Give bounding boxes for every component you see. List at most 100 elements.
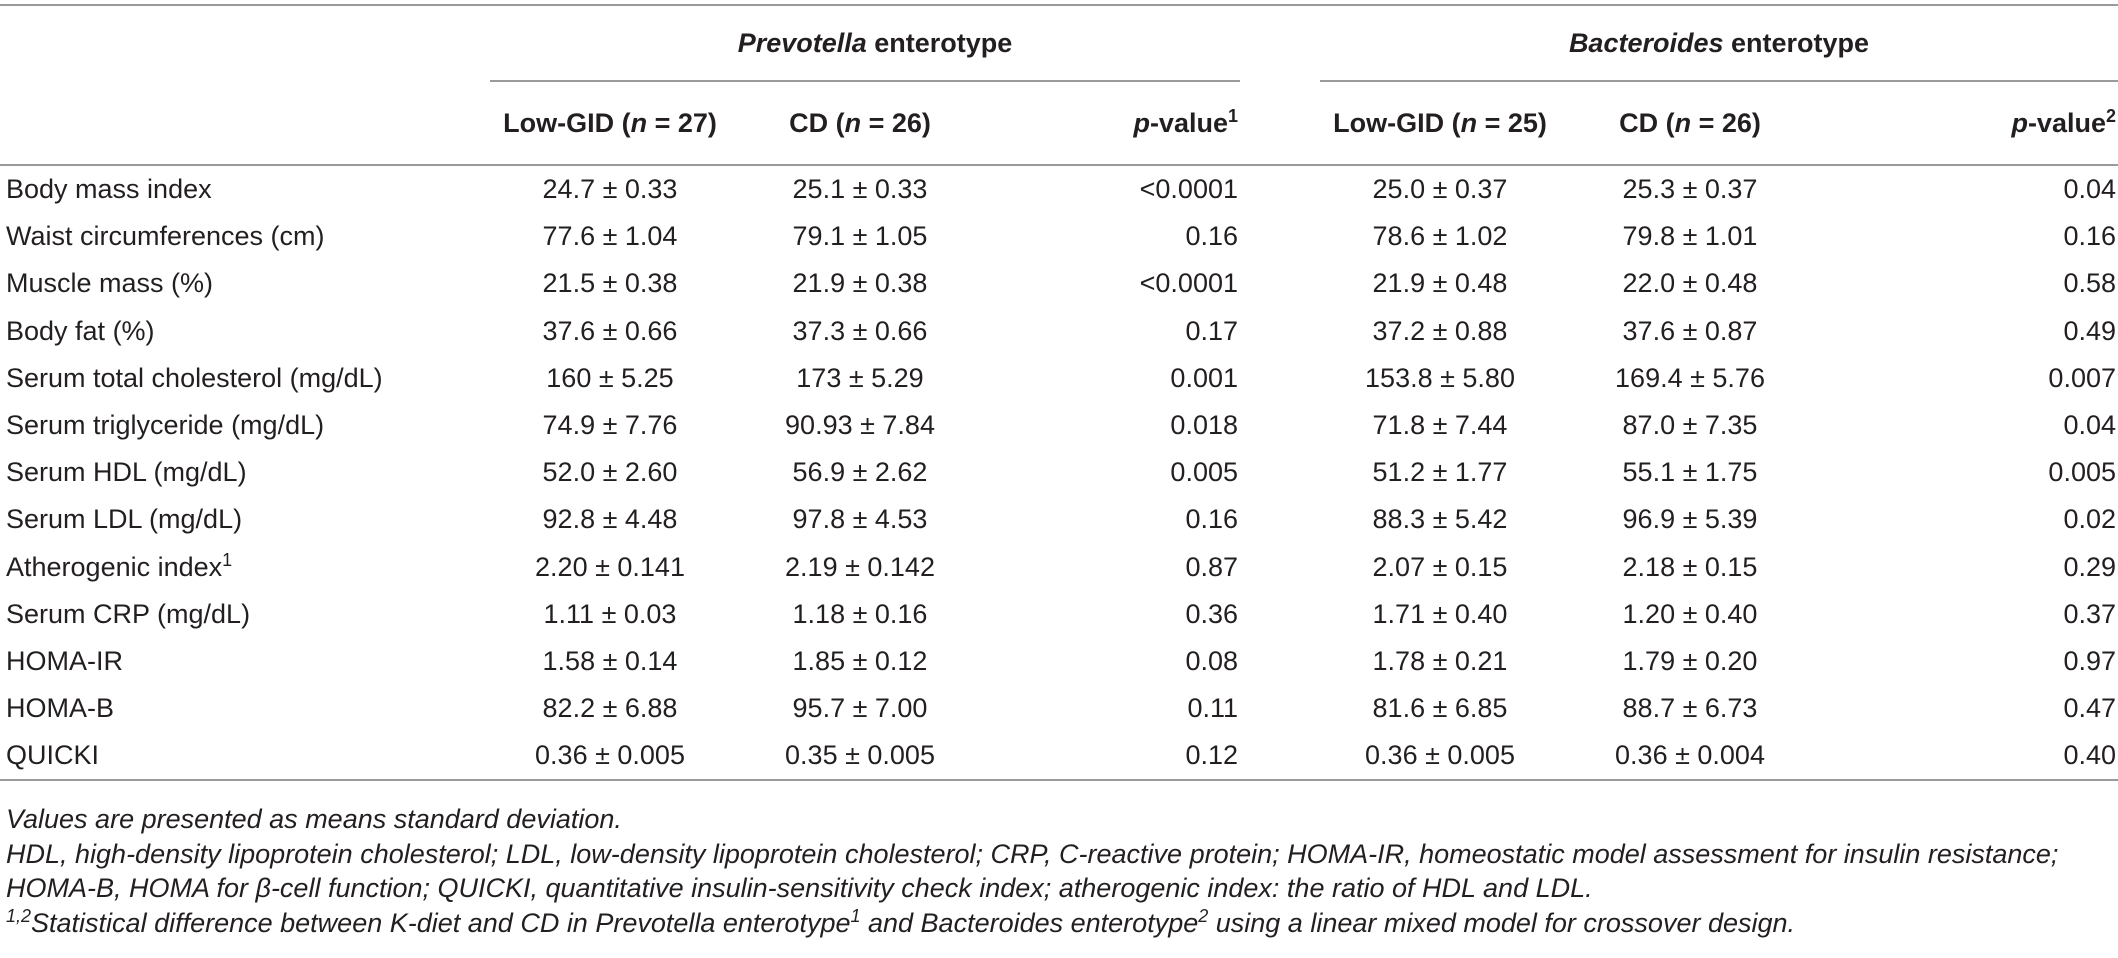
cell-bac-p: 0.49 bbox=[2063, 315, 2116, 346]
col-header-prev-cd: CD (n = 26) bbox=[730, 81, 990, 166]
cell-bac-p: 0.005 bbox=[2048, 457, 2116, 488]
cell-bac-p: 0.04 bbox=[2063, 174, 2116, 205]
cell-bac-p: 0.04 bbox=[2063, 410, 2116, 441]
row-label: HOMA-B bbox=[6, 693, 114, 724]
cell-bac-low: 37.2 ± 0.88 bbox=[1372, 315, 1508, 346]
cell-prev-cd: 79.1 ± 1.05 bbox=[792, 221, 928, 252]
row-label: Waist circumferences (cm) bbox=[6, 221, 325, 252]
cell-bac-cd: 88.7 ± 6.73 bbox=[1622, 693, 1758, 724]
cell-bac-low: 1.71 ± 0.40 bbox=[1372, 598, 1508, 629]
cell-prev-cd: 21.9 ± 0.38 bbox=[792, 268, 928, 299]
table-row: HOMA-B 82.2 ± 6.88 95.7 ± 7.00 0.11 81.6 ± 6… bbox=[0, 685, 2118, 732]
cell-prev-low: 52.0 ± 2.60 bbox=[542, 457, 678, 488]
cell-prev-p: 0.018 bbox=[1170, 410, 1238, 441]
col-header-bac-pvalue: p-value2 bbox=[1820, 81, 2118, 166]
cell-bac-cd: 25.3 ± 0.37 bbox=[1622, 174, 1758, 205]
cell-prev-cd: 0.35 ± 0.005 bbox=[730, 732, 990, 782]
footnote-abbreviations: HDL, high-density lipoprotein cholestero… bbox=[6, 838, 2059, 904]
cell-bac-low: 25.0 ± 0.37 bbox=[1372, 174, 1508, 205]
cell-prev-p: 0.11 bbox=[1187, 693, 1238, 724]
cell-bac-p: 0.47 bbox=[2063, 693, 2116, 724]
results-table: Prevotella enterotype Bacteroides entero… bbox=[0, 4, 2118, 782]
cell-prev-low: 160 ± 5.25 bbox=[546, 362, 674, 393]
table-row: Serum LDL (mg/dL) 92.8 ± 4.48 97.8 ± 4.53 0… bbox=[0, 496, 2118, 543]
row-label: Atherogenic index1 bbox=[6, 549, 233, 582]
cell-prev-p: <0.0001 bbox=[1139, 174, 1238, 205]
cell-bac-low: 78.6 ± 1.02 bbox=[1372, 221, 1508, 252]
group-header-bacteroides: Bacteroides enterotype bbox=[1320, 6, 2118, 82]
table-row: Serum total cholesterol (mg/dL) 160 ± 5.2… bbox=[0, 355, 2118, 402]
cell-bac-cd: 37.6 ± 0.87 bbox=[1622, 315, 1758, 346]
column-header-row: Low-GID (n = 27) CD (n = 26) p-value1 Lo… bbox=[0, 81, 2118, 166]
cell-bac-p: 0.40 bbox=[1820, 732, 2118, 782]
cell-bac-low: 0.36 ± 0.005 bbox=[1320, 732, 1560, 782]
cell-prev-low: 2.20 ± 0.141 bbox=[535, 551, 685, 582]
table-row: Serum triglyceride (mg/dL) 74.9 ± 7.76 90.… bbox=[0, 402, 2118, 449]
footnote-values: Values are presented as means standard d… bbox=[6, 804, 622, 834]
row-label: HOMA-IR bbox=[6, 645, 123, 676]
cell-prev-cd: 97.8 ± 4.53 bbox=[792, 504, 928, 535]
table-row: Serum CRP (mg/dL) 1.11 ± 0.03 1.18 ± 0.16 0… bbox=[0, 591, 2118, 638]
cell-bac-p: 0.29 bbox=[2063, 551, 2116, 582]
cell-bac-p: 0.16 bbox=[2063, 221, 2116, 252]
cell-prev-low: 74.9 ± 7.76 bbox=[542, 410, 678, 441]
group-header-row: Prevotella enterotype Bacteroides entero… bbox=[0, 6, 2118, 82]
cell-prev-p: 0.16 bbox=[1185, 504, 1238, 535]
cell-bac-p: 0.02 bbox=[2063, 504, 2116, 535]
footnote-statistics: 1,2Statistical difference between K-diet… bbox=[6, 905, 1796, 938]
cell-prev-p: 0.005 bbox=[1170, 457, 1238, 488]
row-label: Body fat (%) bbox=[6, 315, 155, 346]
cell-bac-low: 51.2 ± 1.77 bbox=[1372, 457, 1508, 488]
cell-prev-p: 0.12 bbox=[990, 732, 1240, 782]
cell-prev-cd: 37.3 ± 0.66 bbox=[792, 315, 928, 346]
cell-bac-cd: 1.20 ± 0.40 bbox=[1622, 598, 1758, 629]
cell-prev-p: <0.0001 bbox=[1139, 268, 1238, 299]
table-row: Muscle mass (%) 21.5 ± 0.38 21.9 ± 0.38 <0.… bbox=[0, 260, 2118, 307]
cell-bac-low: 21.9 ± 0.48 bbox=[1372, 268, 1508, 299]
table-row: HOMA-IR 1.58 ± 0.14 1.85 ± 0.12 0.08 1.78 ± … bbox=[0, 638, 2118, 685]
group-header-prevotella: Prevotella enterotype bbox=[490, 6, 1240, 82]
row-label: Muscle mass (%) bbox=[6, 268, 214, 299]
row-label: Serum HDL (mg/dL) bbox=[6, 457, 247, 488]
cell-prev-p: 0.001 bbox=[1170, 362, 1238, 393]
row-label: QUICKI bbox=[0, 732, 490, 782]
cell-prev-low: 1.11 ± 0.03 bbox=[543, 598, 677, 629]
cell-prev-cd: 1.85 ± 0.12 bbox=[792, 645, 928, 676]
table-row: Waist circumferences (cm) 77.6 ± 1.04 79.1… bbox=[0, 213, 2118, 260]
cell-bac-cd: 22.0 ± 0.48 bbox=[1622, 268, 1758, 299]
col-header-prev-low-gid: Low-GID (n = 27) bbox=[490, 81, 730, 166]
row-label: Serum LDL (mg/dL) bbox=[6, 504, 243, 535]
cell-prev-p: 0.08 bbox=[1185, 645, 1238, 676]
cell-bac-p: 0.97 bbox=[2063, 645, 2116, 676]
cell-prev-low: 82.2 ± 6.88 bbox=[542, 693, 678, 724]
cell-bac-cd: 169.4 ± 5.76 bbox=[1615, 362, 1765, 393]
col-header-prev-pvalue: p-value1 bbox=[990, 81, 1240, 166]
cell-bac-p: 0.58 bbox=[2063, 268, 2116, 299]
row-label: Body mass index bbox=[6, 174, 212, 205]
row-label: Serum triglyceride (mg/dL) bbox=[6, 410, 325, 441]
table-footnotes: Values are presented as means standard d… bbox=[6, 802, 2106, 940]
cell-prev-low: 1.58 ± 0.14 bbox=[542, 645, 678, 676]
cell-bac-p: 0.007 bbox=[2048, 362, 2116, 393]
cell-bac-low: 2.07 ± 0.15 bbox=[1372, 551, 1508, 582]
table-row: Body mass index 24.7 ± 0.33 25.1 ± 0.33 <0.… bbox=[0, 165, 2118, 213]
cell-prev-p: 0.87 bbox=[1185, 551, 1238, 582]
cell-bac-cd: 87.0 ± 7.35 bbox=[1622, 410, 1758, 441]
cell-prev-cd: 1.18 ± 0.16 bbox=[792, 598, 928, 629]
cell-prev-low: 21.5 ± 0.38 bbox=[542, 268, 678, 299]
cell-bac-cd: 96.9 ± 5.39 bbox=[1622, 504, 1758, 535]
cell-bac-cd: 1.79 ± 0.20 bbox=[1622, 645, 1758, 676]
cell-prev-low: 92.8 ± 4.48 bbox=[542, 504, 678, 535]
table-row: Body fat (%) 37.6 ± 0.66 37.3 ± 0.66 0.17 37… bbox=[0, 308, 2118, 355]
cell-bac-cd: 55.1 ± 1.75 bbox=[1622, 457, 1758, 488]
cell-prev-cd: 56.9 ± 2.62 bbox=[792, 457, 928, 488]
cell-bac-p: 0.37 bbox=[2063, 598, 2116, 629]
table-row: Serum HDL (mg/dL) 52.0 ± 2.60 56.9 ± 2.62 0… bbox=[0, 449, 2118, 496]
row-label: Serum total cholesterol (mg/dL) bbox=[6, 362, 383, 393]
row-label: Serum CRP (mg/dL) bbox=[6, 598, 251, 629]
cell-prev-low: 37.6 ± 0.66 bbox=[542, 315, 678, 346]
cell-bac-cd: 2.18 ± 0.15 bbox=[1622, 551, 1758, 582]
cell-bac-cd: 79.8 ± 1.01 bbox=[1622, 221, 1758, 252]
cell-bac-low: 88.3 ± 5.42 bbox=[1372, 504, 1508, 535]
